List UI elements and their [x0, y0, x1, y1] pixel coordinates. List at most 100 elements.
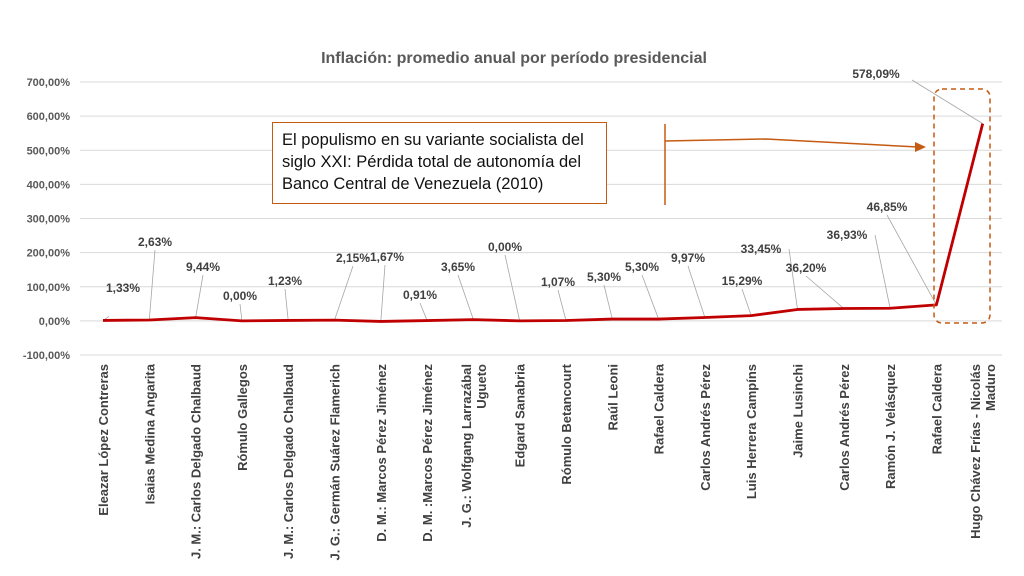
data-label: 578,09% [852, 67, 900, 81]
x-tick-label: Carlos Andrés Pérez [837, 364, 852, 491]
x-tick-label-line: Ugueto [474, 364, 489, 409]
x-tick-label: J. M.: Carlos Delgado Chalbaud [281, 364, 296, 559]
annotation-shapes [664, 88, 991, 324]
leader-line [603, 284, 613, 320]
annotation-line-3: Banco Central de Venezuela (2010) [282, 175, 544, 193]
data-label: 9,97% [671, 251, 705, 265]
annotation-arrow [664, 138, 919, 148]
arrowhead-icon [915, 142, 926, 152]
data-label: 2,15% [336, 251, 370, 265]
y-tick-label: 200,00% [27, 248, 71, 260]
x-tick-label: Isaias Medina Angarita [142, 363, 157, 504]
leader-line [239, 303, 243, 321]
data-label: 36,93% [827, 228, 868, 242]
x-tick-label-line: Raúl Leoni [605, 364, 620, 430]
leader-line [886, 214, 937, 306]
annotation-line-1: El populismo en su variante socialista d… [282, 131, 584, 149]
leader-line [284, 288, 289, 321]
annotation-line-2: siglo XXI: Pérdida total de autonomía de… [282, 153, 582, 171]
x-tick-label: Edgard Sanabria [513, 363, 528, 467]
x-tick-label-line: Hugo Chávez Frías - Nicolás [968, 364, 983, 539]
leader-line [641, 274, 659, 320]
x-tick-label: Raúl Leoni [605, 364, 620, 430]
data-label: 1,23% [268, 274, 302, 288]
leader-line [504, 254, 521, 321]
x-tick-label-line: D. M.: Marcos Pérez Jiménez [374, 364, 389, 542]
x-tick-label: Rafael Caldera [652, 363, 667, 454]
x-tick-label-line: Rómulo Gallegos [235, 364, 250, 471]
x-tick-label: Rómulo Gallegos [235, 364, 250, 471]
y-axis: -100,00% 0,00% 100,00% 200,00% 300,00% 400,00… [23, 77, 70, 362]
data-label: 3,65% [441, 260, 475, 274]
leader-line [380, 264, 386, 322]
leader-line [557, 289, 567, 321]
x-tick-label-line: Rafael Caldera [652, 363, 667, 454]
x-tick-label: Luis Herrera Campíns [744, 364, 759, 499]
x-tick-label-line: D. M. :Marcos Pérez Jiménez [420, 364, 435, 542]
leader-line [334, 265, 354, 321]
data-labels: 1,33% 2,63% 9,44% 0,00% 1,23% 2,15%-1,67% 0,91… [106, 67, 908, 303]
x-tick-label-line: Luis Herrera Campíns [744, 364, 759, 499]
y-tick-label: 700,00% [27, 77, 71, 89]
x-tick-label: Carlos Andrés Pérez [698, 364, 713, 491]
x-tick-label-line: J. M.: Carlos Delgado Chalbaud [281, 364, 296, 559]
leader-line [457, 274, 474, 320]
x-tick-label-line: Jaime Lusinchi [791, 364, 806, 458]
x-tick-label-line: Carlos Andrés Pérez [837, 364, 852, 491]
y-tick-label: 600,00% [27, 111, 71, 123]
y-tick-label: 0,00% [39, 316, 70, 328]
x-tick-label: Ramón J. Velásquez [883, 364, 898, 489]
data-label: 0,00% [223, 289, 257, 303]
x-tick-label-line: Rafael Caldera [929, 363, 944, 454]
chart-title: Inflación: promedio anual por período pr… [321, 50, 707, 67]
inflation-series-line [102, 123, 985, 323]
data-label: 0,91% [403, 288, 437, 302]
data-label: 46,85% [867, 200, 908, 214]
x-tick-label-line: J. G.: Germán Suárez Flamerich [328, 364, 343, 561]
x-tick-label-line: Isaias Medina Angarita [142, 363, 157, 504]
data-label: 1,07% [541, 275, 575, 289]
x-tick-label: Eleazar López Contreras [96, 364, 111, 516]
x-tick-label-line: J. G.: Wolfgang Larrazábal [459, 364, 474, 528]
leader-line [741, 288, 752, 316]
x-tick-label-line: Carlos Andrés Pérez [698, 364, 713, 491]
series-line [102, 123, 985, 323]
x-tick-label: J. G.: Wolfgang Larrazábal Ugueto [459, 364, 489, 528]
leader-line [805, 275, 845, 309]
x-tick-label-line: J. M.: Carlos Delgado Chalbaud [189, 364, 204, 559]
x-tick-label: Hugo Chávez Frías - Nicolás Maduro [968, 364, 998, 539]
leader-line [687, 265, 706, 318]
x-tick-label: J. G.: Germán Suárez Flamerich [328, 364, 343, 561]
data-label: 1,33% [106, 281, 140, 295]
data-label: 0,00% [488, 240, 522, 254]
data-label: 33,45% [741, 242, 782, 256]
x-tick-label: J. M.: Carlos Delgado Chalbaud [189, 364, 204, 559]
y-tick-label: 300,00% [27, 214, 71, 226]
data-label: -1,67% [366, 250, 404, 264]
data-label: 5,30% [625, 260, 659, 274]
leader-line [148, 249, 156, 321]
data-label: 2,63% [138, 235, 172, 249]
y-tick-label: -100,00% [23, 350, 70, 362]
x-tick-label: Rafael Caldera [929, 363, 944, 454]
leader-line [195, 274, 204, 318]
data-label: 36,20% [786, 261, 827, 275]
highlight-box [933, 88, 991, 324]
x-tick-label: Rómulo Betancourt [559, 363, 574, 484]
leader-line [911, 79, 983, 124]
x-tick-label: Jaime Lusinchi [791, 364, 806, 458]
y-tick-label: 400,00% [27, 179, 71, 191]
x-tick-label-line: Maduro [983, 364, 998, 411]
x-tick-label-line: Rómulo Betancourt [559, 363, 574, 484]
leader-line [419, 302, 428, 321]
x-tick-label-line: Ramón J. Velásquez [883, 364, 898, 489]
x-tick-label-line: Edgard Sanabria [513, 363, 528, 467]
annotation-note: El populismo en su variante socialista d… [272, 122, 607, 204]
y-tick-label: 500,00% [27, 145, 71, 157]
data-label: 15,29% [722, 274, 763, 288]
leader-line [788, 248, 798, 310]
x-tick-label: D. M. :Marcos Pérez Jiménez [420, 364, 435, 542]
data-label: 5,30% [587, 270, 621, 284]
x-axis: Eleazar López Contreras Isaias Medina Ang… [96, 363, 998, 560]
